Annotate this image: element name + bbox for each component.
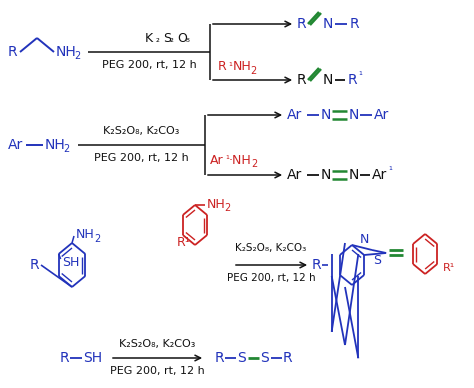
Text: PEG 200, rt, 12 h: PEG 200, rt, 12 h: [94, 153, 188, 163]
Text: 2: 2: [74, 51, 80, 61]
Text: NH: NH: [45, 138, 66, 152]
Text: O: O: [177, 33, 187, 45]
Text: N: N: [323, 17, 333, 31]
Text: Ar: Ar: [287, 108, 302, 122]
Text: R: R: [60, 351, 70, 365]
Text: R: R: [350, 17, 360, 31]
Text: N: N: [321, 108, 331, 122]
Text: NH: NH: [76, 229, 95, 241]
Text: 2: 2: [224, 203, 230, 213]
Text: PEG 200, rt, 12 h: PEG 200, rt, 12 h: [227, 273, 315, 283]
Text: NH: NH: [56, 45, 77, 59]
Text: Ar: Ar: [8, 138, 23, 152]
Text: R: R: [8, 45, 18, 59]
Text: NH: NH: [207, 197, 226, 211]
Text: SH: SH: [62, 256, 79, 268]
Text: Ar: Ar: [287, 168, 302, 182]
Text: N: N: [349, 168, 359, 182]
Text: R: R: [218, 61, 227, 73]
Text: N: N: [349, 108, 359, 122]
Text: ¹: ¹: [388, 166, 392, 176]
Text: NH: NH: [233, 61, 252, 73]
Text: N: N: [359, 233, 369, 246]
Text: R: R: [283, 351, 292, 365]
Text: ¹: ¹: [225, 155, 229, 165]
Text: SH: SH: [83, 351, 102, 365]
Text: N: N: [321, 168, 331, 182]
Text: ¹: ¹: [228, 62, 232, 72]
Text: 2: 2: [63, 144, 69, 154]
Text: 2: 2: [250, 66, 256, 76]
Text: R: R: [297, 17, 307, 31]
Text: ₈: ₈: [186, 34, 190, 44]
Text: 2: 2: [94, 234, 100, 244]
Text: ₂: ₂: [156, 34, 160, 44]
Text: Ar: Ar: [374, 108, 389, 122]
Text: S: S: [260, 351, 269, 365]
Text: PEG 200, rt, 12 h: PEG 200, rt, 12 h: [109, 366, 204, 376]
Text: R: R: [348, 73, 357, 87]
Text: N: N: [323, 73, 333, 87]
Text: K₂S₂O₈, K₂CO₃: K₂S₂O₈, K₂CO₃: [103, 126, 179, 136]
Text: K₂S₂O₈, K₂CO₃: K₂S₂O₈, K₂CO₃: [236, 243, 307, 253]
Text: ·NH: ·NH: [229, 154, 252, 166]
Text: R¹: R¹: [443, 263, 456, 273]
Text: ¹: ¹: [358, 71, 362, 81]
Text: R¹: R¹: [177, 237, 191, 249]
Text: R: R: [215, 351, 225, 365]
Text: Ar: Ar: [210, 154, 224, 166]
Text: R: R: [297, 73, 307, 87]
Text: S: S: [163, 33, 171, 45]
Text: K: K: [145, 33, 153, 45]
Text: R: R: [30, 258, 40, 272]
Text: K₂S₂O₈, K₂CO₃: K₂S₂O₈, K₂CO₃: [119, 339, 195, 349]
Text: S: S: [237, 351, 246, 365]
Text: R: R: [312, 258, 322, 272]
Text: PEG 200, rt, 12 h: PEG 200, rt, 12 h: [101, 60, 196, 70]
Text: 2: 2: [251, 159, 257, 169]
Text: S: S: [373, 253, 381, 267]
Text: ₂: ₂: [170, 34, 174, 44]
Text: Ar: Ar: [372, 168, 387, 182]
